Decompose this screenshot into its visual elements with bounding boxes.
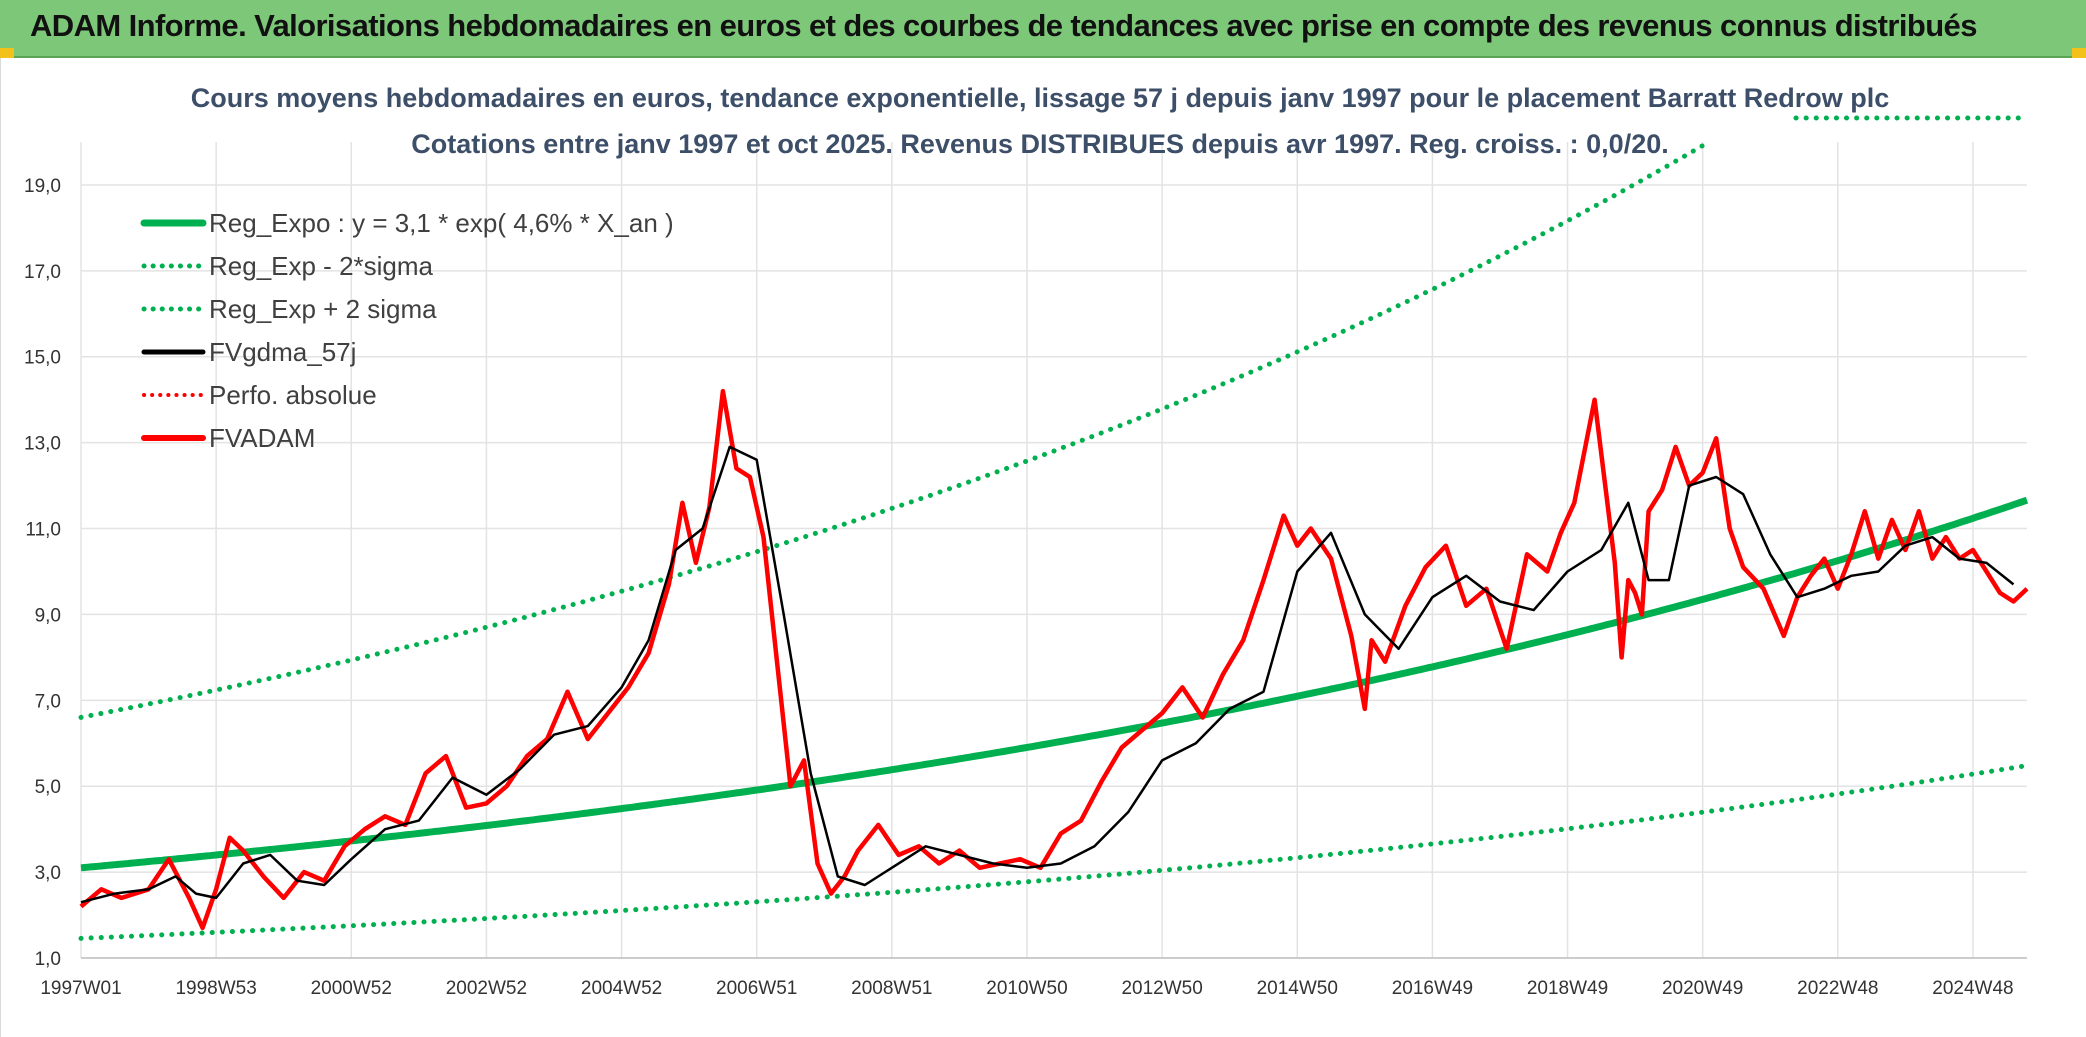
x-tick-label: 2010W50 bbox=[986, 978, 1067, 999]
chart-series bbox=[78, 115, 2030, 941]
report-banner: ADAM Informe. Valorisations hebdomadaire… bbox=[0, 0, 2086, 58]
chart-subtitle: Cotations entre janv 1997 et oct 2025. R… bbox=[411, 129, 1669, 159]
series-reg-expo bbox=[80, 496, 2029, 872]
legend-label: Reg_Expo : y = 3,1 * exp( 4,6% * X_an ) bbox=[209, 208, 674, 238]
x-tick-label: 2000W52 bbox=[311, 978, 392, 999]
x-tick-label: 1998W53 bbox=[175, 978, 256, 999]
x-tick-label: 2024W48 bbox=[1932, 978, 2013, 999]
x-tick-label: 2018W49 bbox=[1527, 978, 1608, 999]
x-tick-label: 2002W52 bbox=[446, 978, 527, 999]
series-reg-exp-plus-2sigma bbox=[78, 141, 1709, 720]
series-fvgdma-57j bbox=[80, 445, 2015, 904]
series-reg-exp-minus-2sigma bbox=[78, 763, 2030, 941]
x-tick-label: 2016W49 bbox=[1392, 978, 1473, 999]
y-tick-label: 13,0 bbox=[24, 434, 61, 455]
legend-label: FVgdma_57j bbox=[209, 337, 356, 367]
y-tick-label: 15,0 bbox=[24, 348, 61, 369]
y-tick-label: 9,0 bbox=[35, 605, 61, 626]
legend-label: Reg_Exp - 2*sigma bbox=[209, 251, 434, 281]
x-tick-label: 2008W51 bbox=[851, 978, 932, 999]
y-tick-label: 5,0 bbox=[35, 777, 61, 798]
x-tick-label: 2014W50 bbox=[1257, 978, 1338, 999]
chart-title: Cours moyens hebdomadaires en euros, ten… bbox=[191, 83, 1890, 113]
x-tick-label: 2004W52 bbox=[581, 978, 662, 999]
trend-chart: 1,0 3,0 5,0 7,0 9,0 11,0 13,0 15,0 17,0 19,0 1997… bbox=[24, 83, 2030, 999]
x-tick-label: 2006W51 bbox=[716, 978, 797, 999]
series-fvadam bbox=[79, 388, 2029, 931]
x-axis-ticks: 1997W01 1998W53 2000W52 2002W52 2004W52 2006W… bbox=[40, 978, 2013, 999]
y-tick-label: 3,0 bbox=[35, 863, 61, 884]
legend-label: FVADAM bbox=[209, 423, 315, 453]
y-tick-label: 1,0 bbox=[35, 949, 61, 970]
chart-legend: Reg_Expo : y = 3,1 * exp( 4,6% * X_an ) R… bbox=[140, 208, 674, 453]
y-tick-label: 19,0 bbox=[24, 176, 61, 197]
legend-label: Perfo. absolue bbox=[209, 380, 377, 410]
legend-label: Reg_Exp + 2 sigma bbox=[209, 294, 437, 324]
y-tick-label: 11,0 bbox=[25, 520, 61, 541]
banner-corner-right bbox=[2072, 48, 2086, 58]
y-tick-label: 7,0 bbox=[35, 691, 61, 712]
x-tick-label: 2020W49 bbox=[1662, 978, 1743, 999]
x-tick-label: 2012W50 bbox=[1121, 978, 1202, 999]
x-tick-label: 1997W01 bbox=[40, 978, 121, 999]
y-axis-ticks: 1,0 3,0 5,0 7,0 9,0 11,0 13,0 15,0 17,0 19,0 bbox=[24, 176, 61, 970]
report-title: ADAM Informe. Valorisations hebdomadaire… bbox=[30, 8, 1977, 43]
chart-area: 1,0 3,0 5,0 7,0 9,0 11,0 13,0 15,0 17,0 19,0 1997… bbox=[0, 58, 2086, 1037]
y-tick-label: 17,0 bbox=[24, 262, 61, 283]
x-tick-label: 2022W48 bbox=[1797, 978, 1878, 999]
banner-corner-left bbox=[0, 48, 14, 58]
